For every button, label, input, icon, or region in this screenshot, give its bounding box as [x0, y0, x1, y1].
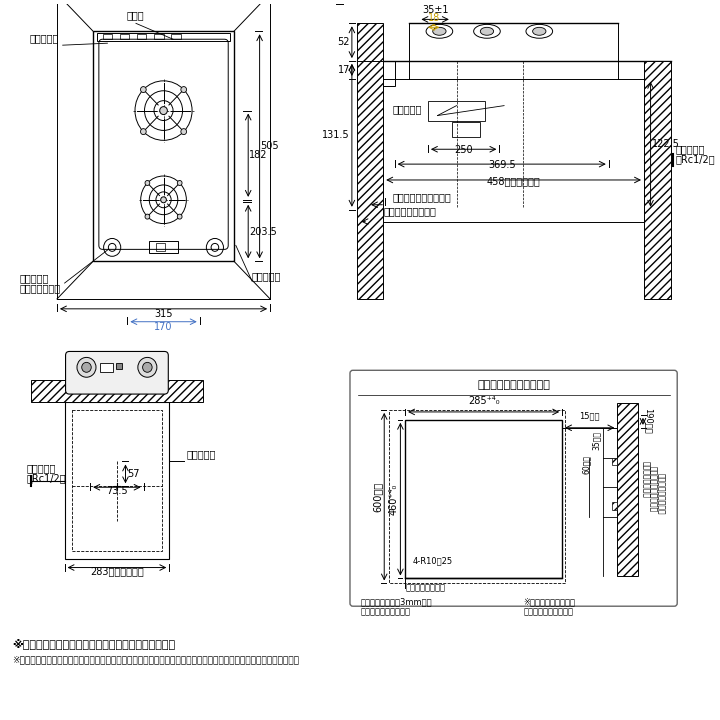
Circle shape: [161, 197, 166, 203]
Text: 電池交換サイン: 電池交換サイン: [20, 283, 61, 293]
Bar: [137, 35, 146, 39]
Circle shape: [177, 214, 182, 219]
Circle shape: [145, 214, 150, 219]
Text: 電池ケース: 電池ケース: [393, 104, 422, 114]
Text: ※本機器は防火性能評定品であり、周囲に可燃物がある場合は防火性能評定品ラベル内容に従って設置してください。: ※本機器は防火性能評定品であり、周囲に可燃物がある場合は防火性能評定品ラベル内容…: [12, 656, 300, 665]
Text: キャビネット扉前面: キャビネット扉前面: [657, 473, 665, 515]
Circle shape: [177, 181, 182, 186]
Bar: [356, 61, 383, 299]
Text: 4-R10～25: 4-R10～25: [413, 557, 453, 566]
Bar: [31, 380, 202, 402]
Text: 190以上: 190以上: [644, 408, 653, 434]
Bar: [72, 410, 161, 551]
Text: 電池ケース: 電池ケース: [186, 449, 216, 459]
Text: 203.5: 203.5: [249, 227, 277, 237]
Text: 後バーナー: 後バーナー: [30, 33, 59, 43]
Bar: [171, 35, 181, 39]
Circle shape: [140, 86, 146, 93]
Text: 369.5: 369.5: [488, 160, 516, 170]
Bar: [405, 420, 562, 578]
Circle shape: [143, 362, 152, 372]
Text: 吸気口: 吸気口: [127, 10, 144, 20]
Circle shape: [82, 362, 91, 372]
Text: ガス接続口: ガス接続口: [27, 464, 56, 473]
Text: 60以下: 60以下: [582, 455, 591, 474]
Text: 122.5: 122.5: [652, 139, 680, 149]
Text: 460⁺⁴₀: 460⁺⁴₀: [389, 483, 398, 515]
Text: 35以上: 35以上: [592, 431, 601, 449]
Text: キャビネット側板前面: キャビネット側板前面: [649, 466, 657, 513]
Bar: [383, 61, 395, 86]
Text: ワークトップ前面: ワークトップ前面: [405, 583, 445, 593]
Text: （Rc1/2）: （Rc1/2）: [675, 154, 715, 164]
Bar: [97, 33, 230, 41]
Text: 高温炒め操: 高温炒め操: [252, 271, 282, 281]
Bar: [120, 35, 130, 39]
Circle shape: [145, 181, 150, 186]
Bar: [428, 101, 485, 120]
Bar: [389, 410, 565, 583]
Ellipse shape: [480, 27, 494, 35]
Circle shape: [181, 86, 186, 93]
Text: 315: 315: [154, 309, 173, 319]
Text: ※電池交換出来る様に: ※電池交換出来る様に: [523, 597, 575, 606]
Bar: [103, 35, 112, 39]
Text: 電池交換寸法前面: 電池交換寸法前面: [641, 461, 650, 498]
Text: 57: 57: [127, 469, 140, 479]
Bar: [154, 35, 163, 39]
Text: 505: 505: [261, 141, 279, 151]
Bar: [644, 61, 670, 299]
Text: 17: 17: [338, 65, 350, 75]
Circle shape: [138, 357, 157, 377]
Text: 285⁺⁴₀: 285⁺⁴₀: [468, 396, 500, 406]
Ellipse shape: [533, 27, 546, 35]
Bar: [116, 364, 122, 369]
Circle shape: [160, 107, 167, 114]
Text: 18: 18: [428, 14, 440, 23]
Text: ガス接続口: ガス接続口: [675, 144, 705, 154]
Bar: [65, 402, 169, 559]
Bar: [356, 23, 383, 78]
Text: キャビネット側板前面: キャビネット側板前面: [393, 192, 451, 202]
Text: キャビネット扉前面: キャビネット扉前面: [383, 207, 436, 217]
Bar: [611, 502, 617, 510]
Text: ※単体設置タイプにつきオーブン接続はできません。: ※単体設置タイプにつきオーブン接続はできません。: [12, 638, 176, 649]
Text: のすき間を確保のこと: のすき間を確保のこと: [361, 607, 410, 616]
Ellipse shape: [433, 27, 446, 35]
Text: 170: 170: [154, 322, 173, 332]
Bar: [611, 457, 617, 465]
Text: 283（本体凸部）: 283（本体凸部）: [90, 567, 144, 577]
Text: 600以上: 600以上: [372, 482, 382, 512]
Text: 前バーナー: 前バーナー: [20, 273, 49, 283]
Text: 空気が流れるよう3mm以上: 空気が流れるよう3mm以上: [361, 597, 432, 606]
Bar: [60, 380, 174, 402]
Text: 250: 250: [454, 145, 473, 156]
Bar: [93, 31, 234, 261]
Bar: [451, 122, 480, 138]
Circle shape: [140, 129, 146, 135]
Text: 131.5: 131.5: [323, 130, 350, 140]
Bar: [149, 241, 178, 253]
Text: 配置されていること。: 配置されていること。: [523, 607, 573, 616]
Text: 15以上: 15以上: [580, 412, 600, 421]
Text: 458（本体凸部）: 458（本体凸部）: [487, 176, 541, 186]
Circle shape: [77, 357, 96, 377]
FancyBboxPatch shape: [66, 351, 168, 394]
Bar: [156, 243, 166, 251]
Bar: [100, 364, 113, 372]
Text: ワークトップ穴開け寸法: ワークトップ穴開け寸法: [477, 380, 550, 390]
Text: 73.5: 73.5: [106, 486, 127, 496]
Text: 52: 52: [338, 37, 350, 48]
Text: 35±1: 35±1: [422, 6, 449, 15]
Circle shape: [181, 129, 186, 135]
Bar: [617, 403, 638, 577]
Text: 182: 182: [249, 150, 268, 160]
Text: （Rc1/2）: （Rc1/2）: [27, 473, 66, 483]
